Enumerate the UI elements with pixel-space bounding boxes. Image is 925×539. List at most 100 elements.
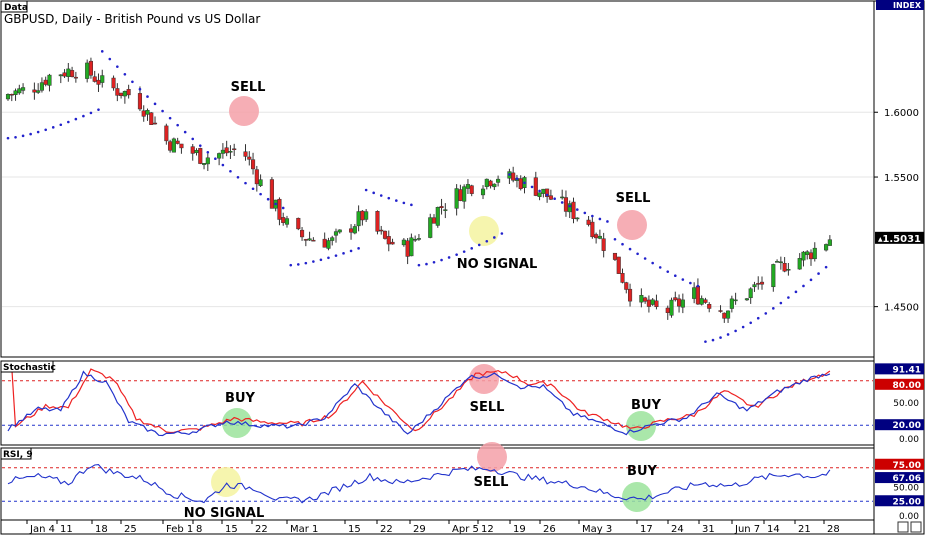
sar-dot xyxy=(764,312,768,315)
sar-dot xyxy=(395,199,398,202)
candle-up xyxy=(364,211,369,220)
candle-down xyxy=(808,252,814,260)
sar-dot xyxy=(229,169,232,173)
candle-down xyxy=(281,217,286,223)
stoch-badge-label: 91.41 xyxy=(893,365,921,375)
zoom-in-icon[interactable] xyxy=(910,521,922,533)
signal-circle xyxy=(626,411,656,441)
candle-up xyxy=(786,269,791,271)
sar-dot xyxy=(591,214,594,218)
candle-down xyxy=(300,229,305,238)
sar-dot xyxy=(613,237,617,241)
sar-dot xyxy=(51,126,55,129)
candle-up xyxy=(413,239,418,241)
sar-dot xyxy=(741,325,745,329)
rsi-tick-label: 0.00 xyxy=(899,512,919,522)
candle-down xyxy=(722,312,727,319)
x-tick-label: 19 xyxy=(513,524,526,535)
x-tick-label: Feb 1 xyxy=(166,524,193,535)
sar-dot xyxy=(809,278,813,282)
sar-dot xyxy=(146,95,149,98)
candle-up xyxy=(699,298,704,305)
candle-down xyxy=(594,234,599,239)
candle-up xyxy=(17,88,22,94)
sar-dot xyxy=(621,242,624,246)
annotation-label: NO SIGNAL xyxy=(457,257,538,272)
candle-down xyxy=(620,273,625,283)
x-tick-label: 15 xyxy=(348,524,361,535)
x-tick-label: 11 xyxy=(60,524,73,535)
rsi-panel xyxy=(0,447,875,521)
candle-down xyxy=(111,77,116,89)
x-tick-label: Mar 1 xyxy=(290,524,318,535)
candle-down xyxy=(198,148,203,164)
candle-down xyxy=(296,217,301,230)
rsi-badge xyxy=(875,472,924,484)
annotation-label: SELL xyxy=(470,400,505,415)
sar-dot xyxy=(116,65,119,68)
candle-up xyxy=(454,188,459,209)
sar-dot xyxy=(598,217,602,221)
sar-dot xyxy=(689,281,692,285)
sar-layer xyxy=(6,50,828,343)
sar-dot xyxy=(29,132,32,136)
annotation-label: SELL xyxy=(474,475,509,490)
candle-down xyxy=(175,140,180,144)
x-tick-label: 31 xyxy=(702,524,715,535)
candle-down xyxy=(624,282,629,290)
sar-dot xyxy=(97,108,100,111)
current-price-label: 1.5031 xyxy=(882,234,921,245)
sar-dot xyxy=(734,329,737,333)
candle-down xyxy=(322,238,327,248)
x-tick-label: 25 xyxy=(124,524,137,535)
sar-dot xyxy=(658,266,662,269)
candle-up xyxy=(465,184,470,189)
stoch-tick-label: 50.00 xyxy=(893,399,919,409)
annotation-label: BUY xyxy=(225,391,255,406)
sar-dot xyxy=(100,50,104,53)
rsi-tag: RSI, 9 xyxy=(3,450,33,460)
candle-up xyxy=(194,150,199,153)
candle-down xyxy=(152,122,158,125)
candle-up xyxy=(812,247,817,260)
rsi-badge-label: 67.06 xyxy=(893,474,921,484)
zoom-out-icon[interactable] xyxy=(897,521,909,533)
sar-dot xyxy=(425,262,428,266)
rsi-tag-box xyxy=(0,447,32,460)
stochastic-panel xyxy=(0,360,875,446)
candle-down xyxy=(612,252,618,260)
sar-dot xyxy=(364,188,368,192)
candle-down xyxy=(70,70,75,77)
sar-dot xyxy=(772,307,775,310)
stochastic-tag-box xyxy=(0,360,54,373)
annotation-label: BUY xyxy=(631,398,661,413)
sar-dot xyxy=(153,102,157,106)
sar-dot xyxy=(327,256,330,260)
candle-up xyxy=(541,188,546,194)
x-tick-label: 28 xyxy=(827,524,840,535)
candle-down xyxy=(164,125,169,142)
candle-up xyxy=(650,299,655,305)
candle-down xyxy=(43,79,48,85)
candle-up xyxy=(680,299,685,308)
candle-up xyxy=(307,238,312,241)
candle-up xyxy=(171,138,176,153)
candle-down xyxy=(243,151,248,157)
x-tick-label: 8 xyxy=(196,524,202,535)
candle-up xyxy=(692,287,697,299)
candle-up xyxy=(435,207,440,226)
sar-dot xyxy=(681,278,685,281)
sar-dot xyxy=(67,120,70,124)
candle-down xyxy=(571,201,576,219)
sar-dot xyxy=(628,247,632,251)
sar-dot xyxy=(523,181,526,185)
candle-down xyxy=(673,297,678,301)
sar-dot xyxy=(14,135,17,139)
sar-dot xyxy=(176,123,179,127)
candle-down xyxy=(96,79,101,85)
sar-dot xyxy=(560,201,564,204)
current-price-arrow-icon: ▲ xyxy=(878,236,883,243)
candle-up xyxy=(484,178,489,187)
x-tick-label: 26 xyxy=(543,524,556,535)
candle-up xyxy=(537,192,542,197)
